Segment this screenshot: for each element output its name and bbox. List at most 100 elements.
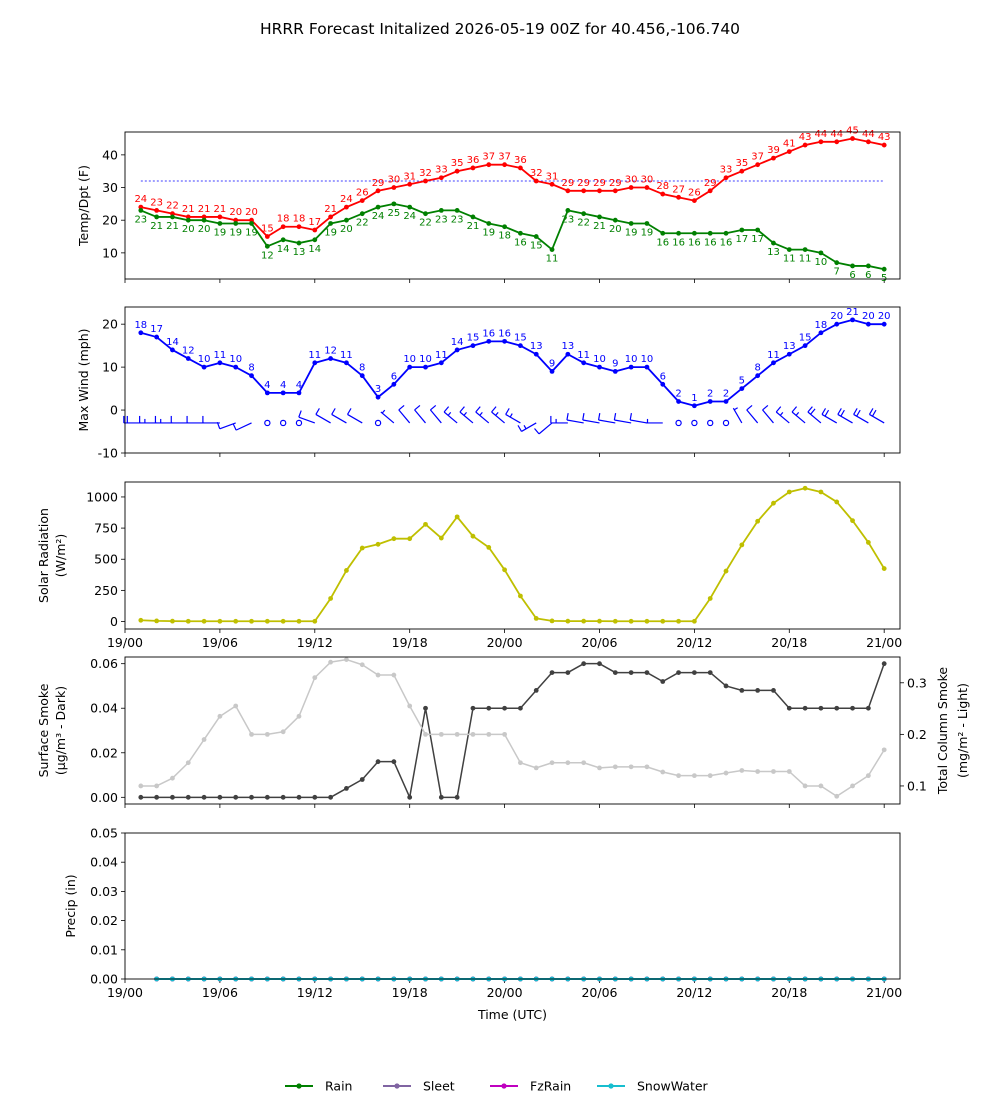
wind-barb [475,406,490,424]
y-axis-label: Precip (in) [63,874,78,937]
wind-barb [837,408,853,424]
data-label-wind: 2 [675,388,681,399]
data-label-dewpoint: 16 [688,237,701,248]
data-label-temp: 41 [783,139,796,150]
wind-barb-calm [374,419,382,427]
y-axis-label: Solar Radiation [36,508,51,603]
data-label-dewpoint: 16 [704,237,717,248]
y-tick-label: 500 [94,552,118,567]
data-label-temp: 29 [593,178,606,189]
data-point-temp [533,178,539,184]
y-tick-label: 20 [102,213,118,228]
data-label-dewpoint: 16 [656,237,669,248]
wind-barb-flag [868,408,874,415]
wind-barb-calm [722,419,730,427]
wind-barb [298,410,316,424]
data-point-smoke_surface [264,794,270,800]
data-point-smoke_column [755,769,761,774]
data-point-smoke_surface [533,688,539,693]
data-label-dewpoint: 19 [625,227,638,238]
x-tick-label: 20/12 [676,635,712,650]
x-tick-label: 19/00 [107,985,143,1000]
wind-barb-half-flag [381,409,386,414]
data-label-dewpoint: 7 [834,267,840,278]
data-label-wind: 6 [660,371,666,382]
data-label-temp: 32 [419,168,432,179]
wind-barb [675,419,682,427]
data-point-dewpoint [312,237,318,243]
data-point-solar [723,568,729,574]
wind-barb-shaft [614,419,632,424]
data-label-temp: 18 [293,214,306,225]
y-tick-label: 0.00 [90,790,118,805]
data-point-smoke_surface [154,794,160,800]
data-point-wind [691,403,697,409]
data-label-temp: 44 [830,129,843,140]
data-point-wind [344,360,349,366]
wind-barb [722,419,730,427]
data-label-wind: 10 [229,354,242,365]
data-point-temp [691,198,697,204]
data-point-smoke_surface [217,794,223,800]
data-label-wind: 2 [707,388,713,399]
data-point-solar [565,618,571,624]
wind-barb-shaft [582,419,600,424]
data-point-smoke_column [881,747,887,753]
data-point-solar [786,489,792,495]
data-point-smoke_column [391,672,397,678]
wind-barb [279,419,287,427]
data-label-wind: 10 [641,354,654,365]
data-point-smoke_surface [249,794,254,800]
data-label-temp: 20 [245,207,258,218]
data-point-smoke_column [280,729,286,735]
data-label-wind: 17 [150,324,163,335]
x-tick-label: 19/12 [297,635,333,650]
data-point-smoke_surface [628,670,634,675]
y-tick-label: 40 [102,147,118,162]
wind-barb [645,418,663,424]
data-label-wind: 18 [134,320,147,331]
wind-barb-calm [295,419,303,427]
data-point-temp [454,168,460,174]
wind-barb-shaft [298,416,316,424]
data-point-smoke_column [850,783,855,789]
data-label-wind: 8 [359,363,365,374]
data-point-solar [454,514,460,520]
data-point-wind [486,338,492,344]
data-point-smoke_column [834,793,840,799]
data-label-wind: 11 [214,350,227,361]
data-point-solar [407,536,413,542]
x-tick-label: 21/00 [866,985,902,1000]
data-point-smoke_surface [486,705,492,711]
data-label-temp: 24 [340,194,353,205]
data-point-smoke_column [597,765,602,771]
wind-barb [491,406,505,424]
wind-barb-half-flag [479,411,483,416]
data-point-smoke_column [786,769,792,774]
wind-barb-shaft [853,413,869,424]
panel-3: 0 250 500 750 1000 Solar Radiation (W/m²) 19/00… [36,481,902,650]
data-point-dewpoint [359,211,365,217]
data-point-dewpoint [755,227,761,233]
data-label-temp: 33 [435,165,448,176]
y-tick-label: 0.02 [90,745,118,760]
wind-barb-flag [762,404,769,411]
legend-marker-fzrain [501,1083,507,1089]
wind-barb-shaft [521,422,537,432]
wind-barb-flag [837,408,842,415]
data-point-dewpoint [328,221,334,226]
data-point-smoke_surface [691,670,697,675]
wind-barb-calm [691,419,698,427]
wind-barb [505,408,521,424]
y-tick-label: 0.03 [90,884,118,899]
wind-barb [597,412,616,424]
data-label-wind: 10 [593,354,606,365]
wind-barb [170,415,189,424]
wind-barb [517,422,537,432]
data-point-wind [786,351,792,357]
data-label-wind: 11 [435,350,448,361]
data-point-wind [185,356,191,361]
data-point-dewpoint [850,263,855,269]
data-point-solar [296,618,302,624]
data-point-smoke_surface [359,777,365,782]
